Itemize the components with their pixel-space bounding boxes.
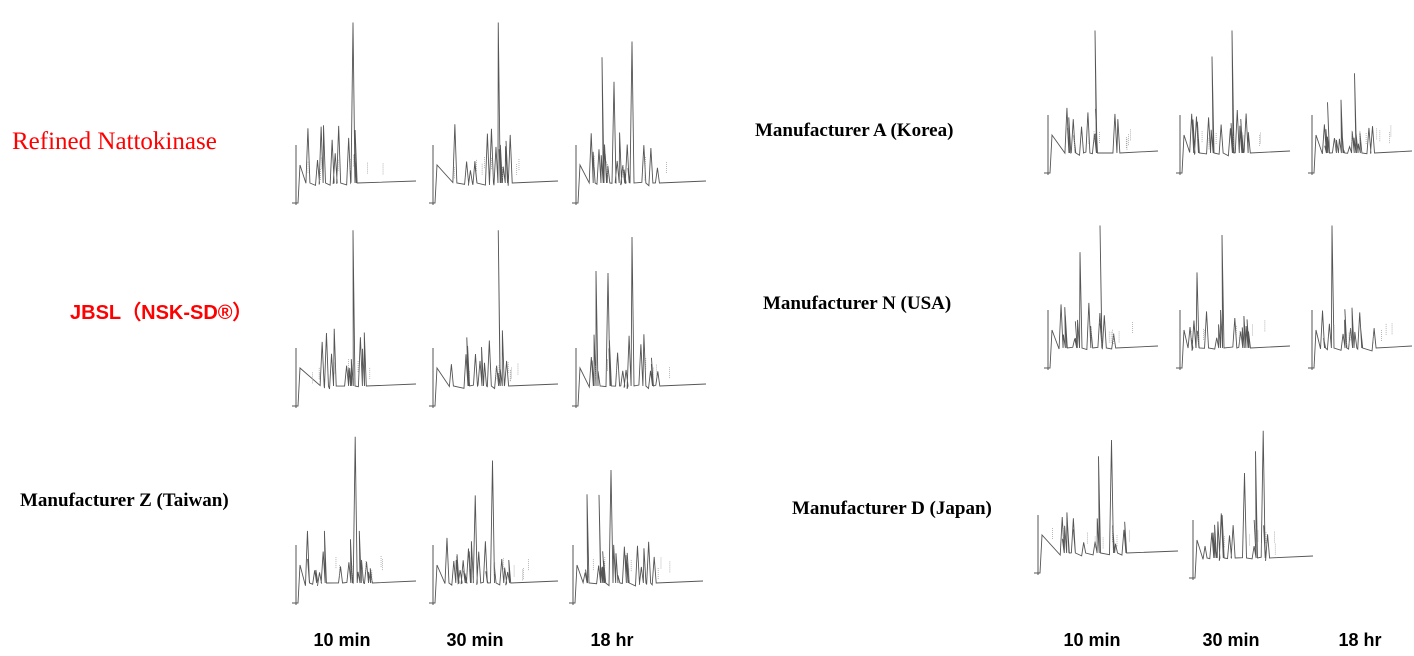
chromatogram-trace: [429, 230, 559, 407]
chromatogram-trace: [1176, 235, 1291, 369]
time-label-right-18hr: 18 hr: [1338, 630, 1382, 650]
sample-label-manufacturer-n: Manufacturer N (USA): [763, 293, 952, 314]
chromatogram-a-18hr: [1308, 73, 1413, 175]
chromatogram-trace: [1176, 30, 1291, 174]
chromatogram-trace: [292, 436, 417, 604]
chromatogram-trace: [1308, 225, 1413, 369]
sample-label-refined-nattokinase: Refined Nattokinase: [12, 128, 217, 155]
chromatogram-d-30min: [1189, 430, 1314, 580]
chromatogram-trace: [569, 470, 704, 604]
chromatogram-jbsl-30min: [429, 230, 559, 408]
time-label-right-30min: 30 min: [1202, 630, 1260, 650]
chromatogram-trace: [1044, 225, 1159, 369]
chromatogram-refined-10min: [292, 22, 417, 205]
chromatogram-d-10min: [1034, 440, 1179, 575]
sample-label-manufacturer-z: Manufacturer Z (Taiwan): [20, 490, 229, 511]
chromatogram-z-30min: [429, 460, 559, 605]
time-label-left-18hr: 18 hr: [590, 630, 634, 650]
sample-label-manufacturer-d: Manufacturer D (Japan): [792, 498, 992, 519]
sample-label-manufacturer-a: Manufacturer A (Korea): [755, 120, 954, 141]
chromatogram-n-18hr: [1308, 225, 1413, 370]
chromatogram-refined-18hr: [572, 41, 707, 205]
chromatogram-jbsl-10min: [292, 230, 417, 408]
chromatogram-trace: [1034, 440, 1179, 574]
time-label-right-10min: 10 min: [1063, 630, 1121, 650]
chromatogram-trace: [292, 22, 417, 204]
chromatogram-n-10min: [1044, 225, 1159, 370]
chromatogram-trace: [1189, 430, 1314, 579]
chromatogram-z-10min: [292, 436, 417, 605]
chromatogram-trace: [429, 22, 559, 204]
time-label-left-10min: 10 min: [313, 630, 371, 650]
chromatogram-refined-30min: [429, 22, 559, 205]
chromatogram-trace: [572, 236, 707, 407]
chromatogram-trace: [1308, 73, 1413, 174]
chromatogram-trace: [572, 41, 707, 204]
chromatogram-a-10min: [1044, 30, 1159, 175]
chromatogram-trace: [429, 460, 559, 604]
chromatogram-trace: [292, 230, 417, 407]
sample-label-jbsl: JBSL（NSK-SD®）: [70, 302, 253, 324]
chromatogram-jbsl-18hr: [572, 236, 707, 408]
time-label-left-30min: 30 min: [446, 630, 504, 650]
chromatogram-z-18hr: [569, 470, 704, 605]
chromatogram-trace: [1044, 30, 1159, 174]
chromatogram-a-30min: [1176, 30, 1291, 175]
chromatogram-n-30min: [1176, 235, 1291, 370]
